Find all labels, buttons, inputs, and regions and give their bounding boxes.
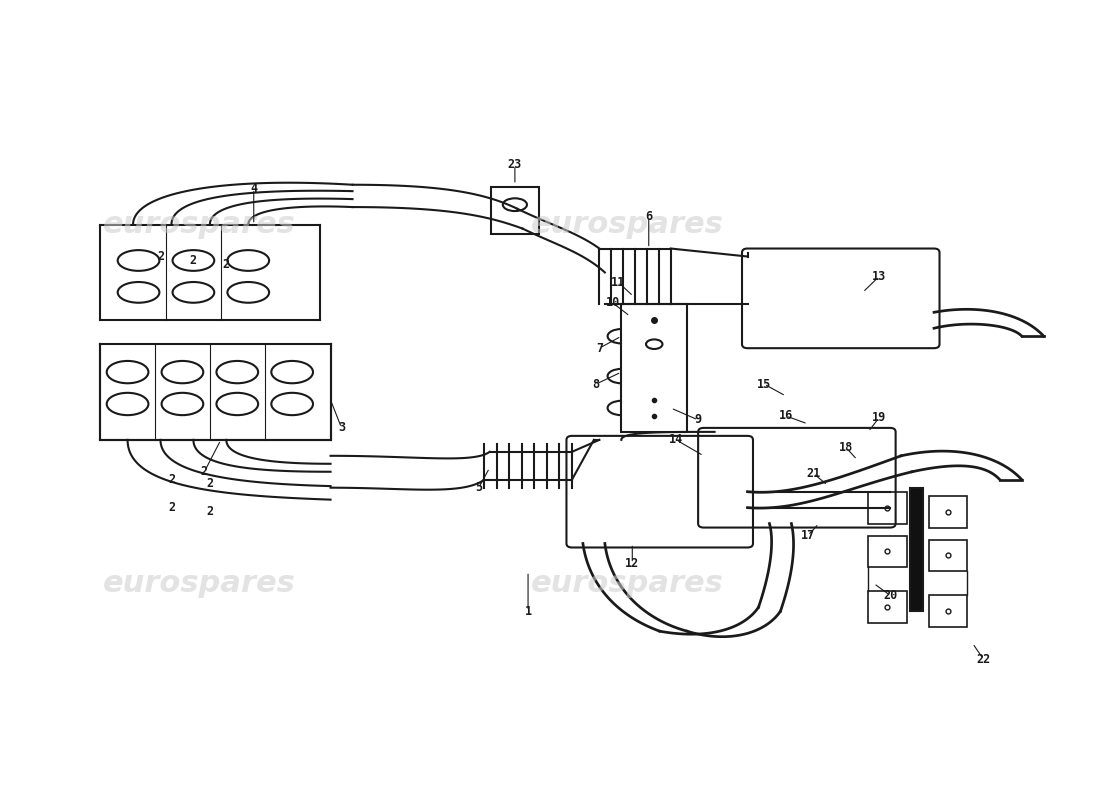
Bar [928, 595, 967, 627]
Text: 17: 17 [801, 529, 815, 542]
Text: 21: 21 [806, 467, 821, 480]
Text: 8: 8 [593, 378, 600, 390]
Text: 7: 7 [596, 342, 603, 354]
Text: 2: 2 [201, 466, 208, 478]
Text: 16: 16 [779, 410, 793, 422]
Text: 3: 3 [338, 422, 345, 434]
Text: 20: 20 [883, 589, 898, 602]
Text: 2: 2 [223, 258, 230, 271]
Bar [868, 492, 906, 523]
Text: 13: 13 [872, 270, 887, 283]
Text: 10: 10 [605, 296, 619, 310]
Bar [868, 591, 906, 623]
Text: 11: 11 [610, 275, 625, 289]
Text: 5: 5 [475, 481, 482, 494]
Text: eurospares: eurospares [102, 569, 295, 598]
Text: 23: 23 [508, 158, 522, 171]
Text: eurospares: eurospares [530, 210, 723, 239]
Bar [910, 488, 923, 611]
Bar [621, 304, 688, 432]
Text: 19: 19 [872, 411, 887, 424]
Bar [928, 496, 967, 527]
Text: eurospares: eurospares [530, 569, 723, 598]
Bar [868, 535, 906, 567]
Text: 9: 9 [694, 414, 702, 426]
Text: eurospares: eurospares [102, 210, 295, 239]
Text: 2: 2 [190, 254, 197, 267]
Text: 1: 1 [525, 605, 531, 618]
Text: 2: 2 [207, 478, 213, 490]
Bar [928, 539, 967, 571]
Text: 4: 4 [250, 182, 257, 195]
Text: 2: 2 [207, 505, 213, 518]
Text: 2: 2 [168, 474, 175, 486]
Text: 15: 15 [757, 378, 771, 390]
Text: 22: 22 [977, 653, 990, 666]
Text: 2: 2 [168, 501, 175, 514]
Text: 18: 18 [839, 442, 854, 454]
Text: 14: 14 [669, 434, 683, 446]
Text: 6: 6 [646, 210, 652, 223]
Text: 12: 12 [625, 557, 639, 570]
Text: 2: 2 [157, 250, 164, 263]
